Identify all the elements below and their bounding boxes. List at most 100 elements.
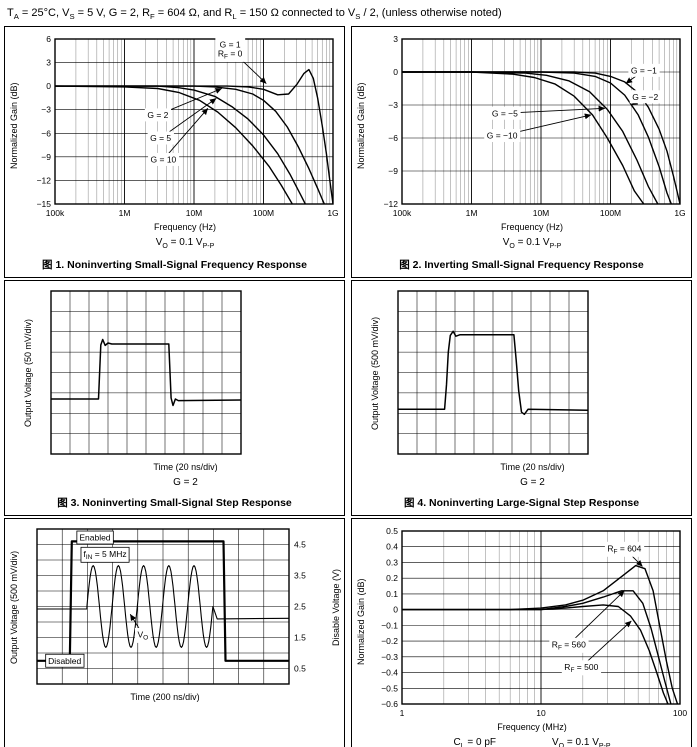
svg-text:G = −5: G = −5 [492, 108, 518, 118]
svg-text:3: 3 [46, 58, 51, 68]
svg-text:1G: 1G [327, 208, 338, 218]
svg-text:100k: 100k [393, 208, 412, 218]
figure1-chart-block: Normalized Gain (dB) 100k 1M 10M 100M 1G 6 3 0 −… [7, 31, 343, 250]
svg-text:1M: 1M [466, 208, 478, 218]
svg-text:RF = 0: RF = 0 [218, 49, 243, 61]
figure4-y-axis-title: Output Voltage (500 mV/div) [370, 316, 380, 430]
figure4-caption: 图 4. Noninverting Large-Signal Step Resp… [403, 497, 640, 510]
svg-text:0.2: 0.2 [386, 573, 398, 583]
svg-text:0.5: 0.5 [294, 664, 306, 674]
figure5-y-axis-title: Output Voltage (500 mV/div) [9, 550, 19, 664]
svg-text:−0.5: −0.5 [381, 683, 398, 693]
figure4-plot [397, 290, 589, 455]
test-conditions-line: TA = 25°C, VS = 5 V, G = 2, RF = 604 Ω, … [7, 7, 502, 22]
svg-text:Enabled: Enabled [79, 533, 110, 543]
svg-text:G = 5: G = 5 [150, 133, 171, 143]
svg-text:RF = 500: RF = 500 [564, 662, 598, 674]
svg-text:2.5: 2.5 [294, 602, 306, 612]
svg-text:−15: −15 [37, 199, 52, 209]
figure6-y-axis-title: Normalized Gain (dB) [356, 578, 366, 666]
figure1-condition-0: VO = 0.1 VP-P [155, 237, 215, 251]
figure5-x-axis-title: Time (200 ns/div) [130, 692, 200, 703]
figure1-y-axis-title: Normalized Gain (dB) [9, 82, 19, 170]
figure2-plot: 100k 1M 10M 100M 1G 3 0 −3 −6 −9 −12 G = −1 G = −2 G … [384, 34, 686, 218]
figure1-caption: 图 1. Noninverting Small-Signal Frequency… [42, 259, 307, 272]
figure1-x-axis-title: Frequency (Hz) [153, 222, 216, 233]
svg-text:1G: 1G [674, 208, 685, 218]
svg-text:100M: 100M [600, 208, 621, 218]
svg-text:0: 0 [393, 67, 398, 77]
figure2-condition-0: VO = 0.1 VP-P [502, 237, 562, 251]
svg-text:−0.4: −0.4 [381, 668, 398, 678]
svg-text:−9: −9 [41, 152, 51, 162]
svg-text:−0.6: −0.6 [381, 699, 398, 709]
figure6-condition-0: CL = 0 pF [453, 737, 496, 747]
svg-text:Disabled: Disabled [48, 656, 81, 666]
svg-text:−6: −6 [41, 128, 51, 138]
figure6-condition-1: VO = 0.1 VP-P [552, 737, 611, 747]
svg-text:10M: 10M [186, 208, 203, 218]
svg-text:6: 6 [46, 34, 51, 44]
svg-text:10M: 10M [533, 208, 550, 218]
svg-text:1.5: 1.5 [294, 633, 306, 643]
figure4-panel: Output Voltage (500 mV/div) Time (20 ns/… [351, 280, 692, 517]
figure4-conditions: G = 2 [368, 477, 689, 488]
svg-text:0.3: 0.3 [386, 558, 398, 568]
figure6-x-axis-title: Frequency (MHz) [497, 722, 567, 733]
figure3-panel: Output Voltage (50 mV/div) Time (20 ns/d… [4, 280, 345, 517]
svg-text:−12: −12 [37, 176, 52, 186]
svg-text:−12: −12 [384, 199, 399, 209]
figure2-chart-block: Normalized Gain (dB) 100k 1M 10M 100M 1G 3 0 −3… [354, 31, 690, 250]
svg-text:G = 2: G = 2 [147, 110, 168, 120]
figure3-chart-block: Output Voltage (50 mV/div) Time (20 ns/d… [21, 285, 342, 488]
svg-text:100: 100 [673, 708, 687, 718]
svg-text:1: 1 [400, 708, 405, 718]
svg-text:RF = 604: RF = 604 [607, 543, 641, 555]
figure6-panel: Normalized Gain (dB) 1 10 100 0.5 0.4 0.3 0.2 0… [351, 518, 692, 747]
figure5-panel: Output Voltage (500 mV/div) 4.5 3.5 2.5 1.5… [4, 518, 345, 747]
svg-text:100M: 100M [253, 208, 274, 218]
svg-text:RF = 560: RF = 560 [552, 640, 586, 652]
figure6-plot: 1 10 100 0.5 0.4 0.3 0.2 0.1 0 −0.1 −0.2 −0.3 −0.4 −0… [381, 526, 687, 718]
figure5-right-y-axis-title: Disable Voltage (V) [331, 568, 341, 646]
figure5-chart-block: Output Voltage (500 mV/div) 4.5 3.5 2.5 1.5… [7, 523, 343, 702]
figure6-chart-block: Normalized Gain (dB) 1 10 100 0.5 0.4 0.3 0.2 0… [354, 523, 690, 747]
figure4-chart-block: Output Voltage (500 mV/div) Time (20 ns/… [368, 285, 689, 488]
svg-text:fIN = 5 MHz: fIN = 5 MHz [83, 549, 126, 561]
svg-text:100k: 100k [46, 208, 65, 218]
svg-text:0.4: 0.4 [386, 542, 398, 552]
svg-text:−0.3: −0.3 [381, 652, 398, 662]
figure5-plot: 4.5 3.5 2.5 1.5 0.5 Enabled fIN = 5 MHz Disable… [36, 528, 306, 685]
svg-text:4.5: 4.5 [294, 540, 306, 550]
svg-text:0.1: 0.1 [386, 589, 398, 599]
svg-text:10: 10 [536, 708, 546, 718]
figures-grid: Normalized Gain (dB) 100k 1M 10M 100M 1G 6 3 0 −… [0, 26, 697, 747]
figure4-condition-0: G = 2 [520, 477, 545, 489]
figure3-x-axis-title: Time (20 ns/div) [153, 462, 218, 473]
figure3-conditions: G = 2 [21, 477, 342, 488]
svg-text:G = −2: G = −2 [632, 92, 658, 102]
svg-text:0: 0 [393, 605, 398, 615]
svg-text:1M: 1M [119, 208, 131, 218]
svg-text:−9: −9 [388, 166, 398, 176]
figure1-plot: 100k 1M 10M 100M 1G 6 3 0 −3 −6 −9 −12 −15 G = 1RF = … [37, 34, 339, 218]
svg-text:−3: −3 [388, 100, 398, 110]
figure1-conditions: VO = 0.1 VP-P [7, 237, 343, 250]
svg-text:−0.2: −0.2 [381, 636, 398, 646]
svg-text:3.5: 3.5 [294, 571, 306, 581]
figure3-caption: 图 3. Noninverting Small-Signal Step Resp… [57, 497, 292, 510]
svg-text:G = −1: G = −1 [631, 66, 657, 76]
figure2-conditions: VO = 0.1 VP-P [354, 237, 690, 250]
svg-text:−3: −3 [41, 105, 51, 115]
svg-text:G = 10: G = 10 [151, 155, 177, 165]
svg-text:−0.1: −0.1 [381, 621, 398, 631]
figure3-condition-0: G = 2 [173, 477, 198, 489]
svg-text:VO: VO [137, 630, 148, 642]
figure3-plot [50, 290, 242, 455]
svg-text:3: 3 [393, 34, 398, 44]
figure3-y-axis-title: Output Voltage (50 mV/div) [23, 319, 33, 428]
figure2-x-axis-title: Frequency (Hz) [500, 222, 563, 233]
svg-text:0.5: 0.5 [386, 526, 398, 536]
figure2-y-axis-title: Normalized Gain (dB) [356, 82, 366, 170]
